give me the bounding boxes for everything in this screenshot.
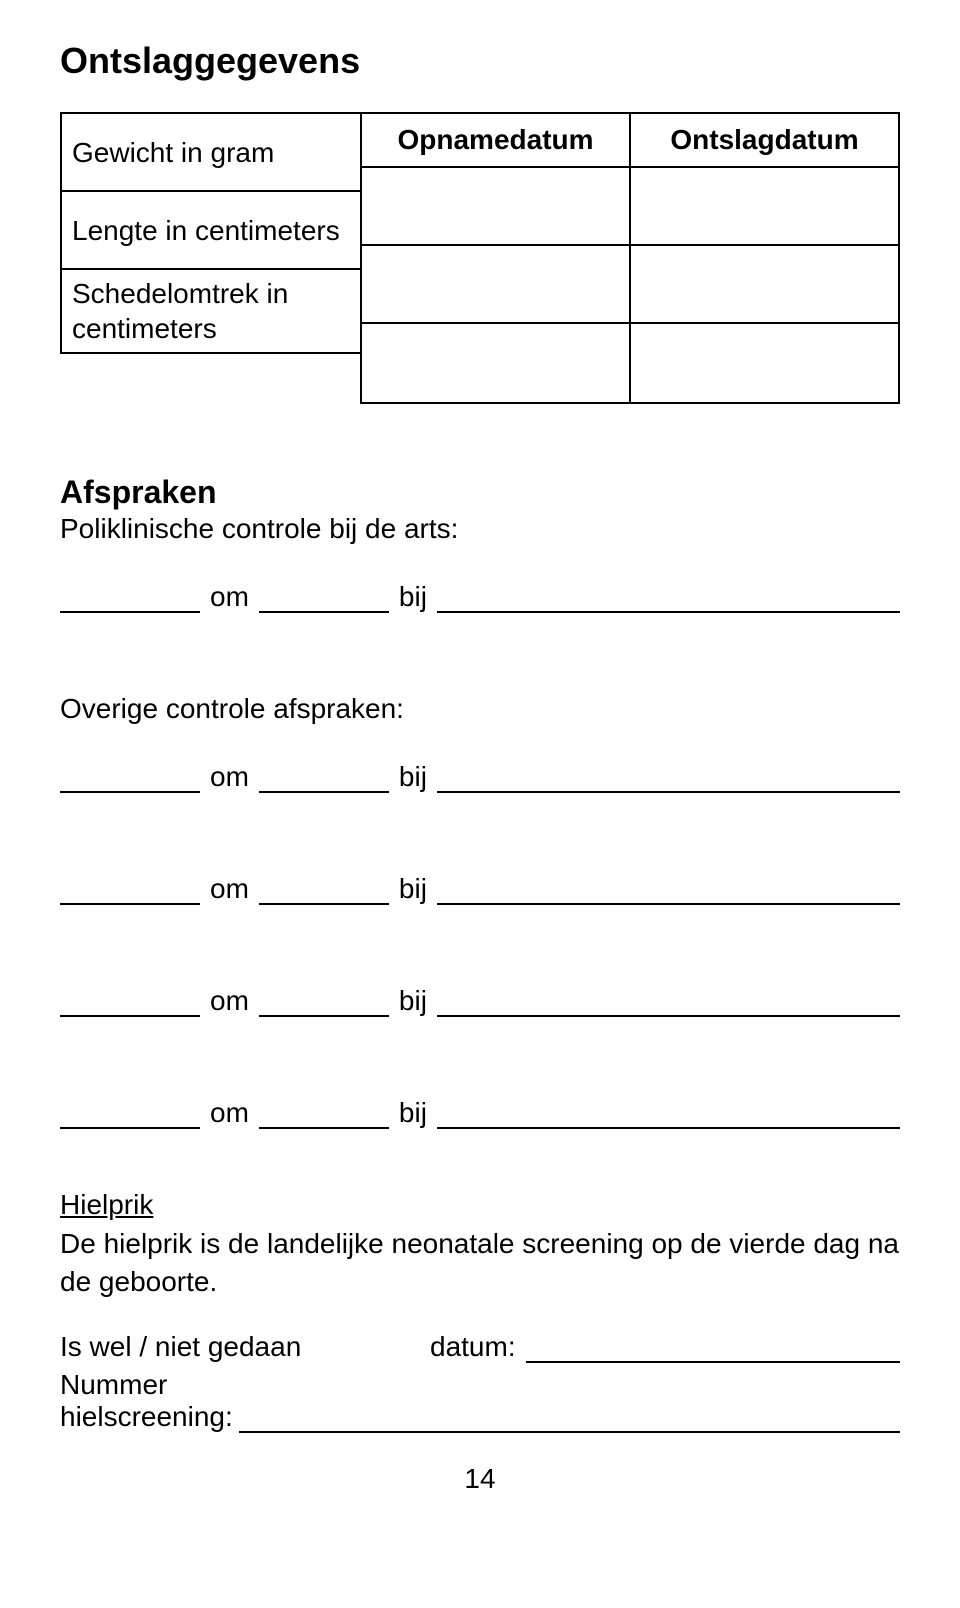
hielprik-done-row: Is wel / niet gedaan datum:: [60, 1331, 900, 1363]
table-row: [362, 324, 898, 402]
blank-who[interactable]: [437, 762, 900, 793]
measurements-table: Gewicht in gram Lengte in centimeters Sc…: [60, 112, 900, 404]
value-cell[interactable]: [362, 246, 631, 322]
done-label: Is wel / niet gedaan: [60, 1331, 430, 1363]
blank-time[interactable]: [259, 874, 389, 905]
blank-date-value[interactable]: [526, 1332, 900, 1363]
blank-time[interactable]: [259, 1098, 389, 1129]
blank-time[interactable]: [259, 762, 389, 793]
value-cell[interactable]: [362, 168, 631, 244]
page-title: Ontslaggegevens: [60, 40, 900, 82]
measure-label-head: Schedelomtrek in centimeters: [62, 270, 360, 352]
blank-date[interactable]: [60, 1098, 200, 1129]
om-label: om: [210, 761, 249, 793]
om-label: om: [210, 985, 249, 1017]
table-row: [362, 246, 898, 324]
value-cell[interactable]: [631, 168, 898, 244]
hielprik-title: Hielprik: [60, 1189, 900, 1221]
measure-label-length: Lengte in centimeters: [62, 192, 360, 270]
table-row: [362, 168, 898, 246]
date-label: datum:: [430, 1331, 516, 1363]
blank-who[interactable]: [437, 1098, 900, 1129]
blank-time[interactable]: [259, 582, 389, 613]
value-cell[interactable]: [362, 324, 631, 402]
other-appointments-heading: Overige controle afspraken:: [60, 693, 900, 725]
measure-label-weight: Gewicht in gram: [62, 114, 360, 192]
bij-label: bij: [399, 761, 427, 793]
hielprik-number-row: hielscreening:: [60, 1401, 900, 1433]
blank-time[interactable]: [259, 986, 389, 1017]
appointments-heading: Afspraken: [60, 474, 900, 511]
om-label: om: [210, 581, 249, 613]
appointment-line: om bij: [60, 581, 900, 613]
value-cell[interactable]: [631, 246, 898, 322]
bij-label: bij: [399, 581, 427, 613]
om-label: om: [210, 1097, 249, 1129]
blank-date[interactable]: [60, 874, 200, 905]
om-label: om: [210, 873, 249, 905]
blank-who[interactable]: [437, 582, 900, 613]
appointments-intro: Poliklinische controle bij de arts:: [60, 513, 900, 545]
blank-who[interactable]: [437, 874, 900, 905]
value-cell[interactable]: [631, 324, 898, 402]
blank-who[interactable]: [437, 986, 900, 1017]
appointment-line: om bij: [60, 985, 900, 1017]
hielprik-description: De hielprik is de landelijke neonatale s…: [60, 1225, 900, 1301]
blank-date[interactable]: [60, 762, 200, 793]
header-admission: Opnamedatum: [362, 114, 631, 166]
blank-date[interactable]: [60, 582, 200, 613]
appointment-line: om bij: [60, 873, 900, 905]
bij-label: bij: [399, 1097, 427, 1129]
blank-date[interactable]: [60, 986, 200, 1017]
page-number: 14: [60, 1463, 900, 1495]
bij-label: bij: [399, 873, 427, 905]
number-label-line1: Nummer: [60, 1369, 900, 1401]
bij-label: bij: [399, 985, 427, 1017]
appointment-line: om bij: [60, 1097, 900, 1129]
blank-number-value[interactable]: [239, 1402, 900, 1433]
appointment-line: om bij: [60, 761, 900, 793]
number-label-line2: hielscreening:: [60, 1401, 233, 1433]
header-discharge: Ontslagdatum: [631, 114, 898, 166]
